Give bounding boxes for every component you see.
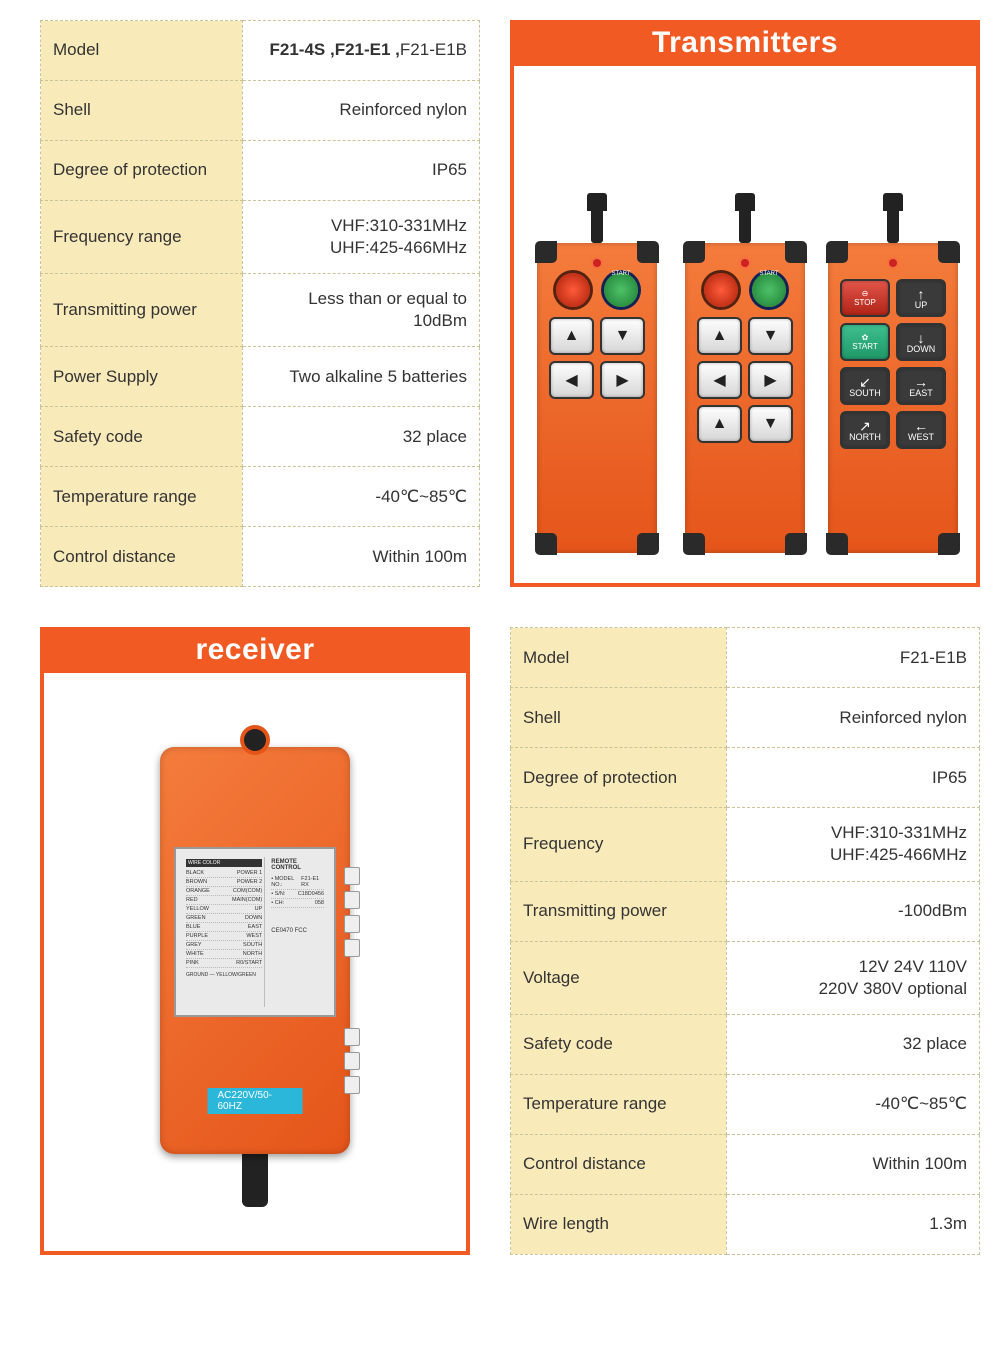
remote-f21-e1b: ⊖STOP↑UP✿START↓DOWN↙SOUTH→EAST↗NORTH←WES… [823,193,963,553]
remote-button: ▲ [697,317,742,355]
remote-f21-e1: ▲▼◀▶▲▼ [675,193,815,553]
remote-button: ✿START [840,323,890,361]
spec-value: Two alkaline 5 batteries [242,347,479,407]
receiver-spec-table: ModelF21-E1BShellReinforced nylonDegree … [510,627,980,1254]
spec-label: Control distance [41,527,243,587]
remote-button: ▶ [748,361,793,399]
spec-value: -40℃~85℃ [242,467,479,527]
spec-label: Power Supply [41,347,243,407]
receiver-ac-tag: AC220V/50-60HZ [208,1088,303,1114]
spec-label: Control distance [511,1134,727,1194]
receiver-title: receiver [44,631,466,673]
spec-label: Degree of protection [41,141,243,201]
spec-value: IP65 [242,141,479,201]
receiver-panel: receiver WIRE COLOR BLACKPOWER 1BROWNPOW… [40,627,470,1254]
spec-label: Transmitting power [511,881,727,941]
spec-value: Within 100m [726,1134,979,1194]
spec-label: Temperature range [511,1074,727,1134]
spec-value: VHF:310-331MHzUHF:425-466MHz [242,201,479,274]
spec-label: Frequency range [41,201,243,274]
spec-label: Safety code [41,407,243,467]
remote-button: ▼ [600,317,645,355]
spec-value: 1.3m [726,1194,979,1254]
remote-button: ←WEST [896,411,946,449]
spec-value: F21-4S ,F21-E1 ,F21-E1B [242,21,479,81]
spec-value: F21-E1B [726,628,979,688]
spec-value: Reinforced nylon [242,81,479,141]
spec-value: -40℃~85℃ [726,1074,979,1134]
transmitter-spec-table: ModelF21-4S ,F21-E1 ,F21-E1BShellReinfor… [40,20,480,587]
spec-value: 12V 24V 110V220V 380V optional [726,941,979,1014]
spec-label: Transmitting power [41,274,243,347]
spec-label: Frequency [511,808,727,881]
spec-label: Model [41,21,243,81]
remote-button: ↗NORTH [840,411,890,449]
remote-button: ▼ [748,405,793,443]
spec-label: Temperature range [41,467,243,527]
spec-value: IP65 [726,748,979,808]
spec-value: 32 place [242,407,479,467]
spec-value: VHF:310-331MHzUHF:425-466MHz [726,808,979,881]
spec-label: Model [511,628,727,688]
transmitters-panel: Transmitters ▲▼◀▶ ▲▼◀▶▲▼ [510,20,980,587]
transmitters-image-area: ▲▼◀▶ ▲▼◀▶▲▼ ⊖STOP↑ [519,66,971,583]
spec-value: -100dBm [726,881,979,941]
spec-label: Wire length [511,1194,727,1254]
remote-button: ⊖STOP [840,279,890,317]
remote-button: ↓DOWN [896,323,946,361]
remote-button: ◀ [549,361,594,399]
remote-button: ↙SOUTH [840,367,890,405]
remote-button: ▼ [748,317,793,355]
spec-label: Shell [41,81,243,141]
remote-button: ↑UP [896,279,946,317]
remote-button: ◀ [697,361,742,399]
receiver-device: WIRE COLOR BLACKPOWER 1BROWNPOWER 2ORANG… [145,747,365,1207]
remote-button: ▲ [549,317,594,355]
spec-label: Degree of protection [511,748,727,808]
spec-value: Within 100m [242,527,479,587]
remote-f21-4s: ▲▼◀▶ [527,193,667,553]
remote-button: →EAST [896,367,946,405]
spec-label: Shell [511,688,727,748]
receiver-label-plate: WIRE COLOR BLACKPOWER 1BROWNPOWER 2ORANG… [174,847,336,1017]
spec-label: Safety code [511,1014,727,1074]
transmitters-title: Transmitters [514,24,976,66]
spec-value: 32 place [726,1014,979,1074]
remote-button: ▶ [600,361,645,399]
spec-label: Voltage [511,941,727,1014]
spec-value: Reinforced nylon [726,688,979,748]
remote-button: ▲ [697,405,742,443]
spec-value: Less than or equal to 10dBm [242,274,479,347]
